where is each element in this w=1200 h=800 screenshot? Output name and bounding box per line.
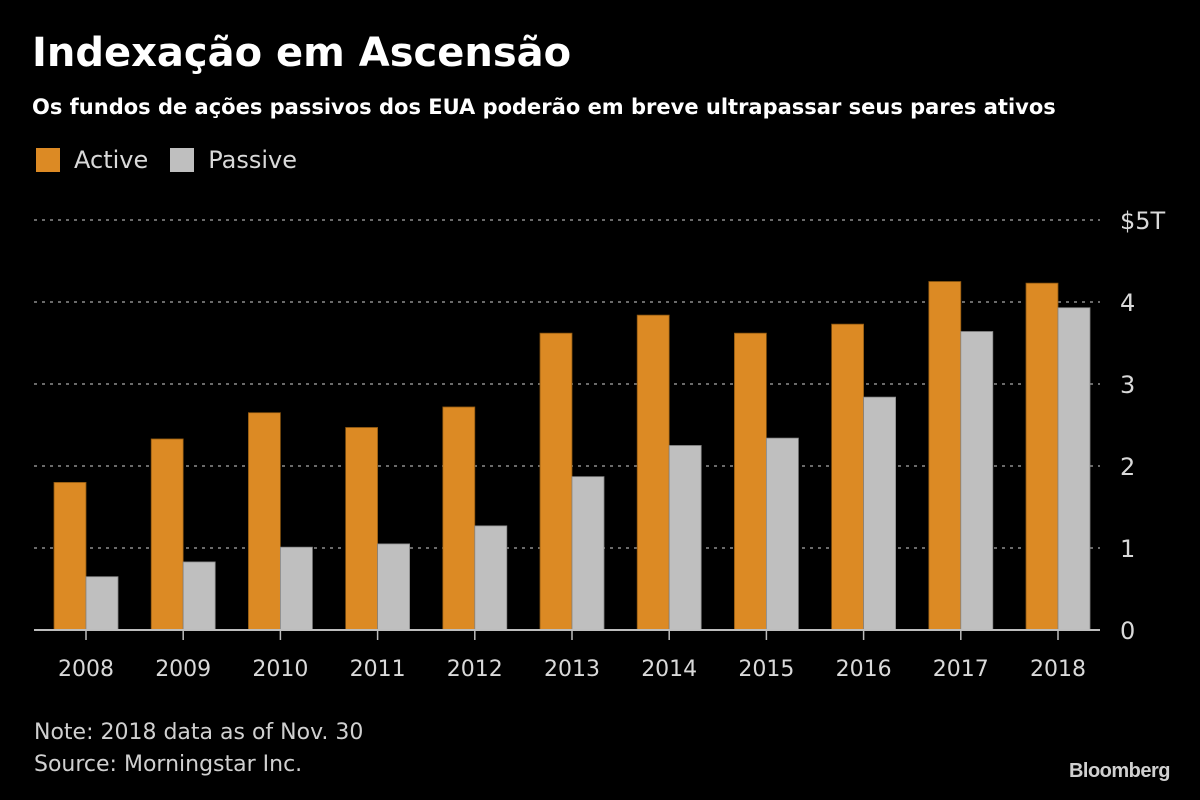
y-axis-labels: 0 1 2 3 4 $5T: [1120, 207, 1166, 645]
footnote: Note: 2018 data as of Nov. 30 Source: Mo…: [34, 717, 363, 781]
x-tick-label: 2015: [738, 657, 794, 682]
note-text: Note: 2018 data as of Nov. 30: [34, 720, 364, 745]
y-tick-label: 2: [1120, 453, 1135, 481]
bar-active: [831, 323, 864, 631]
x-tick-label: 2009: [155, 657, 211, 682]
y-tick-label: 0: [1120, 617, 1135, 645]
bar-passive: [1057, 307, 1091, 631]
chart-subtitle: Os fundos de ações passivos dos EUA pode…: [32, 95, 1056, 119]
legend-label-passive: Passive: [208, 146, 297, 174]
x-tick-label: 2017: [933, 657, 989, 682]
x-tick-label: 2014: [641, 657, 697, 682]
y-tick-label: 3: [1120, 371, 1135, 399]
bar-active: [247, 412, 281, 631]
x-tick-label: 2013: [544, 657, 600, 682]
bar-active: [442, 406, 476, 631]
x-tick-label: 2016: [836, 657, 892, 682]
bar-passive: [571, 476, 605, 631]
legend-swatch-passive: [170, 148, 195, 172]
y-tick-label: $5T: [1120, 207, 1166, 235]
legend-item-active: Active: [36, 146, 148, 174]
bar-passive: [960, 331, 994, 631]
bar-active: [150, 438, 184, 631]
y-tick-label: 1: [1120, 535, 1135, 563]
y-tick-label: 4: [1120, 289, 1135, 317]
x-tick-label: 2008: [58, 657, 114, 682]
legend: Active Passive: [36, 146, 319, 174]
bar-active: [928, 281, 962, 631]
bloomberg-logo: Bloomberg: [1068, 760, 1171, 782]
bar-passive: [863, 396, 896, 631]
x-axis-labels: 2008 2009 2010 2011 2012 2013 2014 2015 2016 2017…: [58, 657, 1086, 682]
bar-passive: [474, 525, 508, 631]
source-text: Source: Morningstar Inc.: [34, 752, 303, 777]
bar-passive: [182, 561, 216, 631]
x-tick-label: 2011: [350, 657, 406, 682]
bars: [53, 281, 1091, 631]
x-tick-label: 2012: [447, 657, 503, 682]
gridlines: [34, 219, 1100, 549]
x-tick-label: 2018: [1030, 657, 1086, 682]
bar-passive: [377, 543, 411, 631]
bar-active: [1025, 282, 1059, 631]
legend-item-passive: Passive: [170, 146, 297, 174]
bar-passive: [766, 437, 799, 631]
bar-active: [345, 427, 379, 631]
bar-passive: [668, 445, 702, 631]
bar-passive: [279, 546, 313, 631]
bar-active: [539, 332, 573, 631]
bar-active: [636, 314, 670, 631]
x-axis: [34, 629, 1100, 640]
bar-active: [734, 332, 767, 631]
chart-title: Indexação em Ascensão: [32, 30, 572, 76]
legend-label-active: Active: [74, 146, 149, 174]
bar-passive: [85, 576, 119, 631]
bar-active: [53, 481, 87, 631]
legend-swatch-active: [36, 148, 60, 172]
x-tick-label: 2010: [252, 657, 308, 682]
